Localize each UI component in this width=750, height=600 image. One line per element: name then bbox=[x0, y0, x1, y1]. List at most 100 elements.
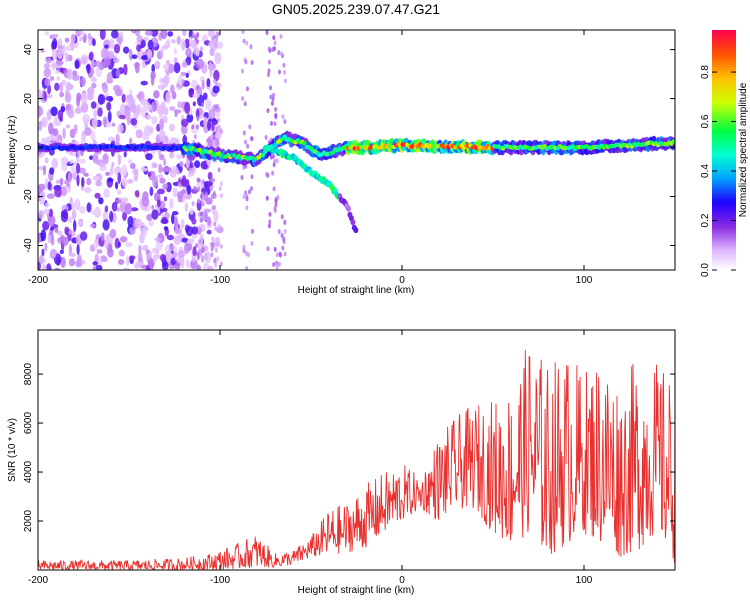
noise-speckle bbox=[205, 98, 212, 111]
noise-speckle bbox=[130, 118, 138, 126]
y-tick-label: -20 bbox=[23, 189, 34, 204]
noise-speckle bbox=[143, 125, 152, 137]
noise-speckle bbox=[216, 256, 220, 262]
noise-speckle bbox=[106, 101, 112, 111]
noise-speckle bbox=[167, 31, 174, 37]
branch-mark bbox=[350, 219, 356, 226]
noise-speckle bbox=[245, 40, 249, 46]
noise-speckle bbox=[172, 245, 178, 253]
noise-speckle bbox=[208, 108, 216, 120]
noise-speckle bbox=[64, 92, 72, 104]
noise-speckle bbox=[51, 48, 58, 61]
noise-speckle bbox=[152, 162, 158, 169]
noise-speckle bbox=[151, 247, 158, 254]
noise-speckle bbox=[275, 264, 279, 270]
noise-speckle bbox=[196, 58, 204, 70]
noise-speckle bbox=[211, 119, 215, 132]
noise-speckle bbox=[145, 153, 153, 161]
colorbar-ticks: 0.0 0.2 0.4 0.6 0.8 bbox=[700, 65, 736, 277]
x-tick-label: 0 bbox=[399, 575, 405, 586]
noise-speckle bbox=[109, 166, 114, 176]
noise-speckle bbox=[283, 119, 287, 125]
noise-speckle bbox=[269, 85, 272, 91]
noise-speckle bbox=[50, 226, 54, 231]
noise-speckle bbox=[273, 206, 277, 212]
noise-speckle bbox=[272, 186, 276, 192]
noise-speckle bbox=[211, 205, 215, 211]
x-tick-label: -200 bbox=[28, 575, 48, 586]
noise-speckle bbox=[147, 39, 154, 50]
noise-speckle bbox=[117, 189, 122, 195]
noise-speckle bbox=[124, 203, 132, 215]
noise-speckle bbox=[117, 153, 122, 166]
noise-speckle bbox=[200, 211, 203, 217]
noise-speckle bbox=[273, 40, 277, 46]
noise-speckle bbox=[183, 242, 190, 254]
trace-core bbox=[260, 153, 266, 158]
noise-speckle bbox=[181, 79, 185, 84]
noise-speckle bbox=[180, 218, 185, 230]
noise-speckle bbox=[80, 231, 88, 241]
noise-speckle bbox=[283, 251, 287, 257]
noise-speckle bbox=[157, 199, 161, 208]
noise-speckle bbox=[117, 36, 123, 44]
noise-speckle bbox=[91, 116, 98, 129]
x-tick-label: 100 bbox=[576, 275, 593, 286]
noise-speckle bbox=[130, 207, 139, 212]
noise-speckle bbox=[105, 171, 111, 176]
noise-speckle bbox=[116, 207, 120, 212]
y-tick-label: 6000 bbox=[23, 412, 34, 435]
spectrogram-y-ticks: -40 -20 0 20 40 bbox=[23, 44, 675, 253]
noise-speckle bbox=[207, 119, 212, 131]
noise-speckle bbox=[38, 183, 46, 191]
noise-speckle bbox=[80, 92, 88, 104]
noise-speckle bbox=[266, 172, 270, 178]
noise-speckle bbox=[212, 85, 220, 94]
noise-speckle bbox=[79, 76, 86, 87]
noise-speckle bbox=[245, 266, 249, 270]
noise-speckle bbox=[42, 165, 47, 176]
noise-speckle bbox=[121, 93, 126, 103]
noise-speckle bbox=[38, 124, 43, 131]
noise-speckle bbox=[274, 112, 278, 118]
noise-speckle bbox=[244, 59, 248, 65]
noise-speckle bbox=[273, 246, 277, 252]
noise-speckle bbox=[136, 35, 143, 43]
noise-speckle bbox=[210, 252, 214, 258]
noise-speckle bbox=[102, 83, 109, 94]
noise-speckle bbox=[216, 103, 219, 109]
noise-speckle bbox=[162, 183, 169, 190]
noise-speckle bbox=[60, 256, 66, 268]
noise-speckle bbox=[109, 38, 115, 49]
noise-speckle bbox=[214, 247, 218, 253]
noise-speckle bbox=[275, 260, 279, 266]
snr-frame bbox=[37, 329, 676, 571]
noise-speckle bbox=[250, 186, 253, 192]
noise-speckle bbox=[184, 202, 189, 212]
noise-speckle bbox=[212, 209, 216, 215]
noise-speckle bbox=[194, 61, 198, 67]
noise-speckle bbox=[48, 122, 54, 135]
noise-speckle bbox=[76, 163, 81, 174]
noise-speckle bbox=[173, 62, 181, 74]
noise-speckle bbox=[62, 127, 66, 139]
noise-speckle bbox=[40, 117, 48, 128]
noise-speckle bbox=[250, 136, 254, 142]
trace-core bbox=[330, 150, 335, 155]
noise-speckle bbox=[179, 160, 184, 168]
noise-speckle bbox=[98, 197, 104, 205]
noise-speckle bbox=[64, 52, 69, 63]
noise-speckle bbox=[126, 115, 131, 126]
noise-speckle bbox=[196, 255, 200, 261]
noise-speckle bbox=[176, 153, 182, 160]
noise-speckle bbox=[89, 223, 96, 228]
noise-speckle bbox=[174, 227, 183, 235]
noise-speckle bbox=[145, 249, 150, 255]
noise-speckle bbox=[62, 209, 68, 219]
noise-speckle bbox=[281, 114, 285, 120]
noise-speckle bbox=[188, 30, 194, 40]
colorbar-tick-label: 0.8 bbox=[700, 65, 711, 79]
noise-speckle bbox=[107, 178, 114, 182]
noise-speckle bbox=[136, 44, 142, 52]
noise-speckle bbox=[216, 241, 220, 247]
